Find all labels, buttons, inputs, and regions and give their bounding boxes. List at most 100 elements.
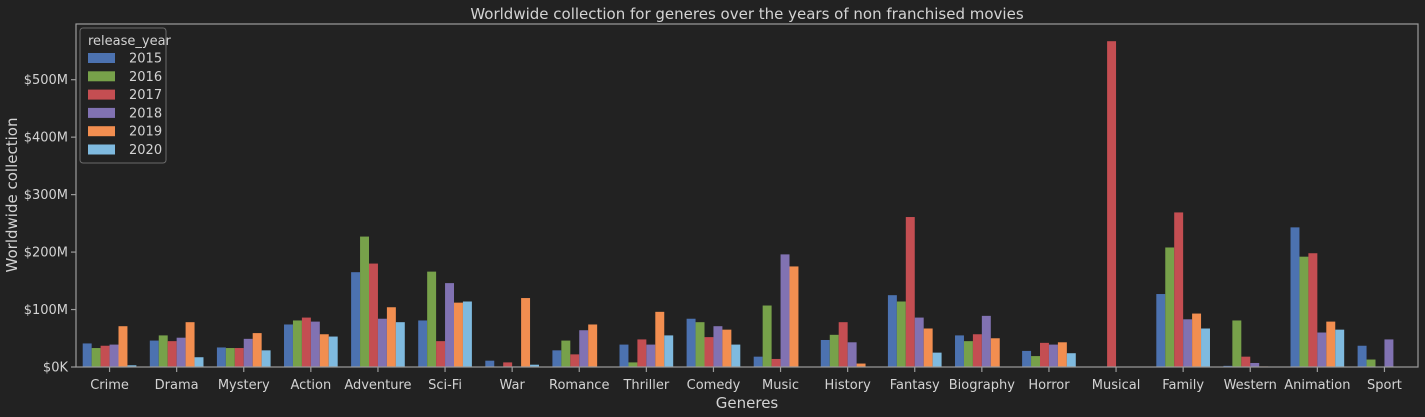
bar-music-2018 bbox=[780, 254, 790, 367]
bar-animation-2018 bbox=[1317, 332, 1327, 367]
bar-music-2017 bbox=[771, 358, 781, 367]
bar-comedy-2018 bbox=[713, 326, 723, 367]
bar-fantasy-2016 bbox=[896, 301, 906, 367]
x-tick-label-sci-fi: Sci-Fi bbox=[428, 378, 462, 393]
bar-mystery-2018 bbox=[243, 338, 253, 367]
bar-action-2020 bbox=[328, 336, 338, 367]
bar-sci-fi-2017 bbox=[436, 341, 446, 367]
legend-label-2020: 2020 bbox=[129, 143, 162, 158]
x-tick-label-war: War bbox=[499, 378, 525, 393]
bar-mystery-2017 bbox=[234, 348, 244, 367]
legend-label-2017: 2017 bbox=[129, 88, 162, 103]
bar-crime-2015 bbox=[82, 343, 92, 367]
bar-family-2017 bbox=[1174, 212, 1184, 367]
bar-sport-2016 bbox=[1366, 359, 1376, 367]
y-tick-label: $400M bbox=[24, 131, 68, 146]
bar-action-2015 bbox=[284, 324, 293, 367]
y-tick-label: $200M bbox=[24, 246, 68, 261]
plot-frame bbox=[75, 23, 1419, 368]
x-tick-label-music: Music bbox=[762, 378, 799, 393]
bar-animation-2017 bbox=[1308, 253, 1318, 367]
bar-horror-2017 bbox=[1040, 342, 1049, 367]
bar-fantasy-2017 bbox=[905, 217, 915, 367]
bar-family-2020 bbox=[1201, 328, 1210, 367]
bar-adventure-2017 bbox=[369, 263, 378, 367]
bar-biography-2018 bbox=[981, 315, 991, 367]
bar-thriller-2016 bbox=[628, 362, 638, 367]
bar-sci-fi-2019 bbox=[454, 302, 463, 367]
bar-sci-fi-2018 bbox=[445, 283, 454, 367]
bar-history-2018 bbox=[847, 342, 857, 367]
bar-drama-2018 bbox=[176, 337, 186, 367]
bar-comedy-2020 bbox=[731, 344, 741, 367]
x-tick-label-adventure: Adventure bbox=[344, 378, 411, 393]
bar-musical-2017 bbox=[1107, 41, 1117, 367]
bar-comedy-2019 bbox=[722, 329, 732, 367]
bar-comedy-2016 bbox=[695, 322, 705, 367]
bar-adventure-2015 bbox=[351, 272, 361, 367]
bar-fantasy-2019 bbox=[923, 328, 933, 367]
x-tick-label-action: Action bbox=[290, 378, 331, 393]
bar-mystery-2020 bbox=[261, 350, 271, 367]
bar-western-2018 bbox=[1250, 362, 1260, 367]
bar-mystery-2019 bbox=[252, 333, 262, 367]
bar-family-2015 bbox=[1156, 294, 1166, 367]
bar-thriller-2019 bbox=[655, 311, 665, 367]
bar-horror-2019 bbox=[1057, 342, 1067, 367]
bar-romance-2018 bbox=[579, 330, 589, 367]
bar-romance-2017 bbox=[570, 354, 580, 367]
bar-drama-2019 bbox=[185, 322, 195, 367]
x-tick-label-musical: Musical bbox=[1092, 378, 1141, 393]
bar-sport-2015 bbox=[1357, 345, 1367, 367]
bar-thriller-2015 bbox=[619, 344, 629, 367]
bar-music-2016 bbox=[762, 305, 772, 367]
bar-romance-2015 bbox=[552, 350, 562, 367]
bar-war-2019 bbox=[521, 298, 531, 367]
bar-animation-2015 bbox=[1290, 227, 1300, 367]
bar-family-2018 bbox=[1183, 319, 1193, 367]
x-tick-label-fantasy: Fantasy bbox=[890, 378, 940, 393]
bar-crime-2017 bbox=[100, 345, 110, 367]
bar-adventure-2020 bbox=[395, 322, 405, 367]
bar-romance-2019 bbox=[588, 324, 598, 367]
bar-biography-2017 bbox=[972, 334, 982, 367]
bar-horror-2016 bbox=[1031, 356, 1041, 367]
bar-action-2019 bbox=[319, 334, 329, 367]
x-tick-label-horror: Horror bbox=[1028, 378, 1070, 393]
legend-label-2018: 2018 bbox=[129, 106, 162, 121]
bar-sci-fi-2016 bbox=[427, 271, 437, 367]
legend-swatch-2015 bbox=[88, 53, 115, 63]
bar-fantasy-2018 bbox=[914, 317, 924, 367]
x-tick-label-comedy: Comedy bbox=[687, 378, 741, 393]
bars-layer bbox=[82, 41, 1394, 367]
bar-history-2016 bbox=[829, 334, 839, 367]
bar-drama-2017 bbox=[167, 341, 177, 367]
bar-action-2017 bbox=[301, 317, 311, 367]
legend: release_year 2015 2016 2017 2018 2019 2020 bbox=[79, 27, 172, 164]
bar-war-2020 bbox=[530, 364, 539, 367]
bar-horror-2020 bbox=[1066, 353, 1076, 367]
bar-thriller-2018 bbox=[646, 344, 656, 367]
x-tick-label-family: Family bbox=[1162, 378, 1204, 393]
x-tick-label-western: Western bbox=[1224, 378, 1277, 393]
bar-mystery-2016 bbox=[225, 348, 235, 367]
x-tick-label-thriller: Thriller bbox=[622, 378, 669, 393]
y-tick-label: $300M bbox=[24, 188, 68, 203]
bar-western-2016 bbox=[1232, 320, 1242, 367]
y-axis-label: Worldwide collection bbox=[3, 118, 21, 273]
x-tick-label-sport: Sport bbox=[1367, 378, 1402, 393]
y-tick-label: $500M bbox=[24, 73, 68, 88]
bar-biography-2015 bbox=[955, 335, 964, 367]
legend-label-2015: 2015 bbox=[129, 52, 162, 67]
bar-fantasy-2020 bbox=[932, 352, 942, 367]
bar-fantasy-2015 bbox=[887, 295, 897, 367]
bar-adventure-2016 bbox=[360, 236, 370, 367]
legend-swatch-2016 bbox=[88, 71, 115, 82]
bar-horror-2015 bbox=[1022, 350, 1032, 367]
bar-drama-2020 bbox=[194, 357, 204, 367]
bar-crime-2018 bbox=[109, 344, 119, 367]
x-tick-label-crime: Crime bbox=[90, 378, 129, 393]
x-axis-label: Generes bbox=[716, 394, 779, 412]
bar-adventure-2018 bbox=[377, 318, 387, 367]
